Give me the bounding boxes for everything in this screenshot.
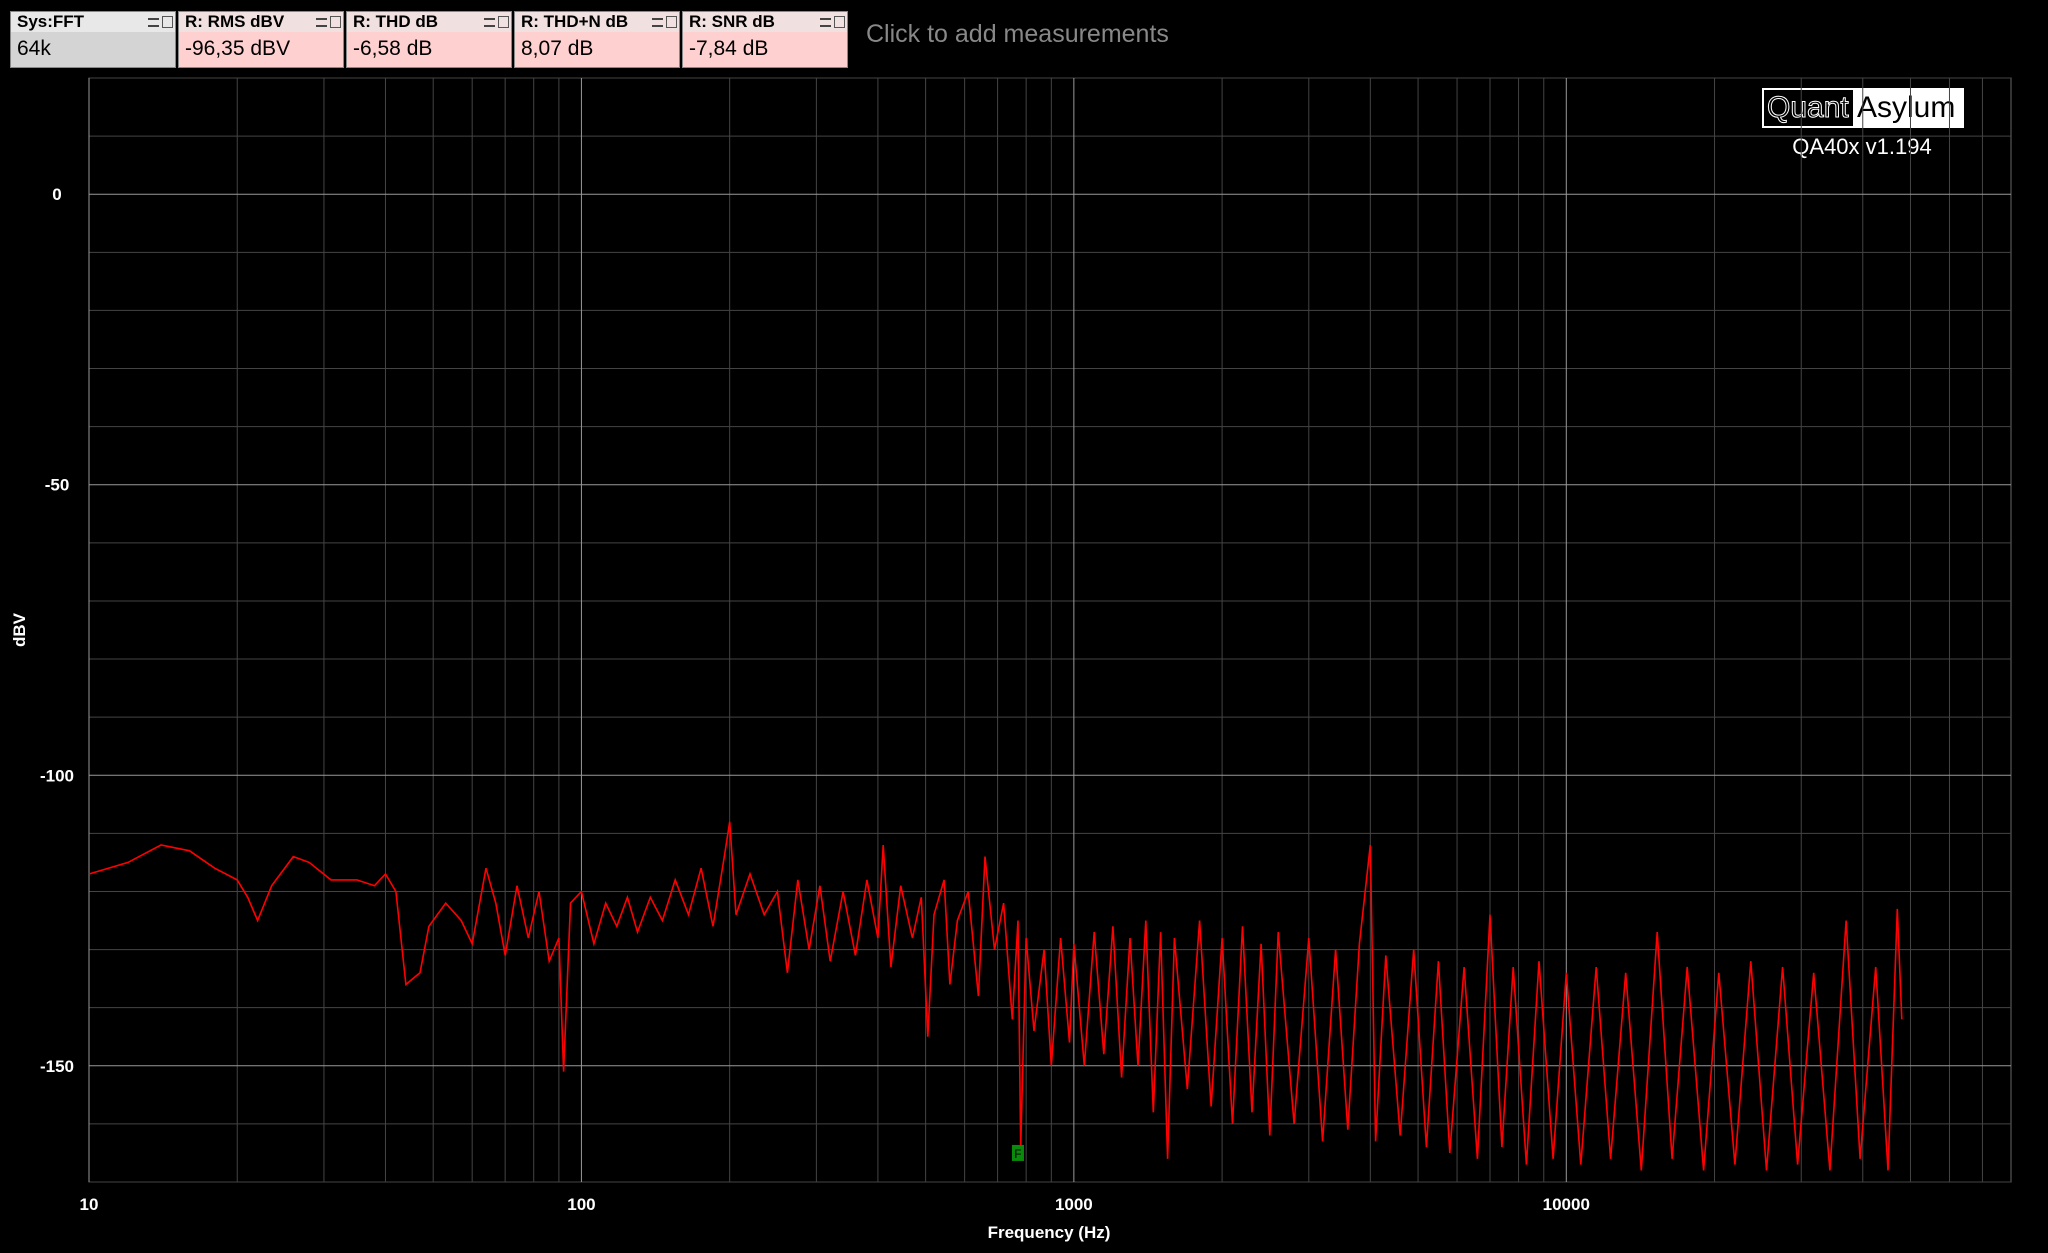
add-hint[interactable]: Click to add measurements [866, 20, 1169, 48]
measurement-value: 8,07 dB [521, 37, 594, 60]
menu-icon[interactable] [316, 18, 327, 27]
measurement-title: R: RMS dBV [179, 12, 343, 32]
series-line [88, 821, 1903, 1171]
measurement-box[interactable]: R: RMS dBV -96,35 dBV [178, 11, 344, 68]
x-tick-label: 10 [80, 1195, 99, 1214]
version: QA40x v1.194 [1792, 134, 1931, 159]
close-icon[interactable] [498, 16, 509, 28]
menu-icon[interactable] [820, 18, 831, 27]
measurement-title: Sys:FFT [11, 12, 175, 32]
measurement-box[interactable]: R: THD+N dB 8,07 dB [514, 11, 680, 68]
y-axis-label: dBV [10, 612, 29, 647]
measurement-box[interactable]: Sys:FFT 64k [10, 11, 176, 68]
x-tick-label: 100 [567, 1195, 595, 1214]
logo-asylum: Asylum [1857, 91, 1955, 124]
marker-label: F [1014, 1147, 1021, 1161]
logo-fill [1853, 89, 1963, 127]
plot-area [88, 77, 2012, 1183]
x-tick-label: 1000 [1055, 1195, 1093, 1214]
menu-icon[interactable] [484, 18, 495, 27]
close-icon[interactable] [330, 16, 341, 28]
measurement-value: -7,84 dB [689, 37, 769, 60]
close-icon[interactable] [162, 16, 173, 28]
measurement-value: -96,35 dBV [185, 37, 291, 60]
x-axis-label: Frequency (Hz) [988, 1223, 1111, 1242]
menu-icon[interactable] [148, 18, 159, 27]
logo-quant: Quant [1767, 91, 1849, 124]
x-tick-label: 10000 [1543, 1195, 1590, 1214]
y-tick-label: -150 [40, 1057, 74, 1076]
y-tick-label: -100 [40, 766, 74, 785]
y-tick-label: -50 [45, 476, 70, 495]
measurement-value: 64k [17, 37, 51, 60]
menu-icon[interactable] [652, 18, 663, 27]
close-icon[interactable] [834, 16, 845, 28]
measurement-title: R: SNR dB [683, 12, 847, 32]
measurement-box[interactable]: R: SNR dB -7,84 dB [682, 11, 848, 68]
close-icon[interactable] [666, 16, 677, 28]
y-tick-label: 0 [52, 185, 61, 204]
measurement-title: R: THD dB [347, 12, 511, 32]
marker [1011, 1144, 1024, 1161]
measurement-value: -6,58 dB [353, 37, 433, 60]
measurement-title: R: THD+N dB [515, 12, 679, 32]
measurement-box[interactable]: R: THD dB -6,58 dB [346, 11, 512, 68]
